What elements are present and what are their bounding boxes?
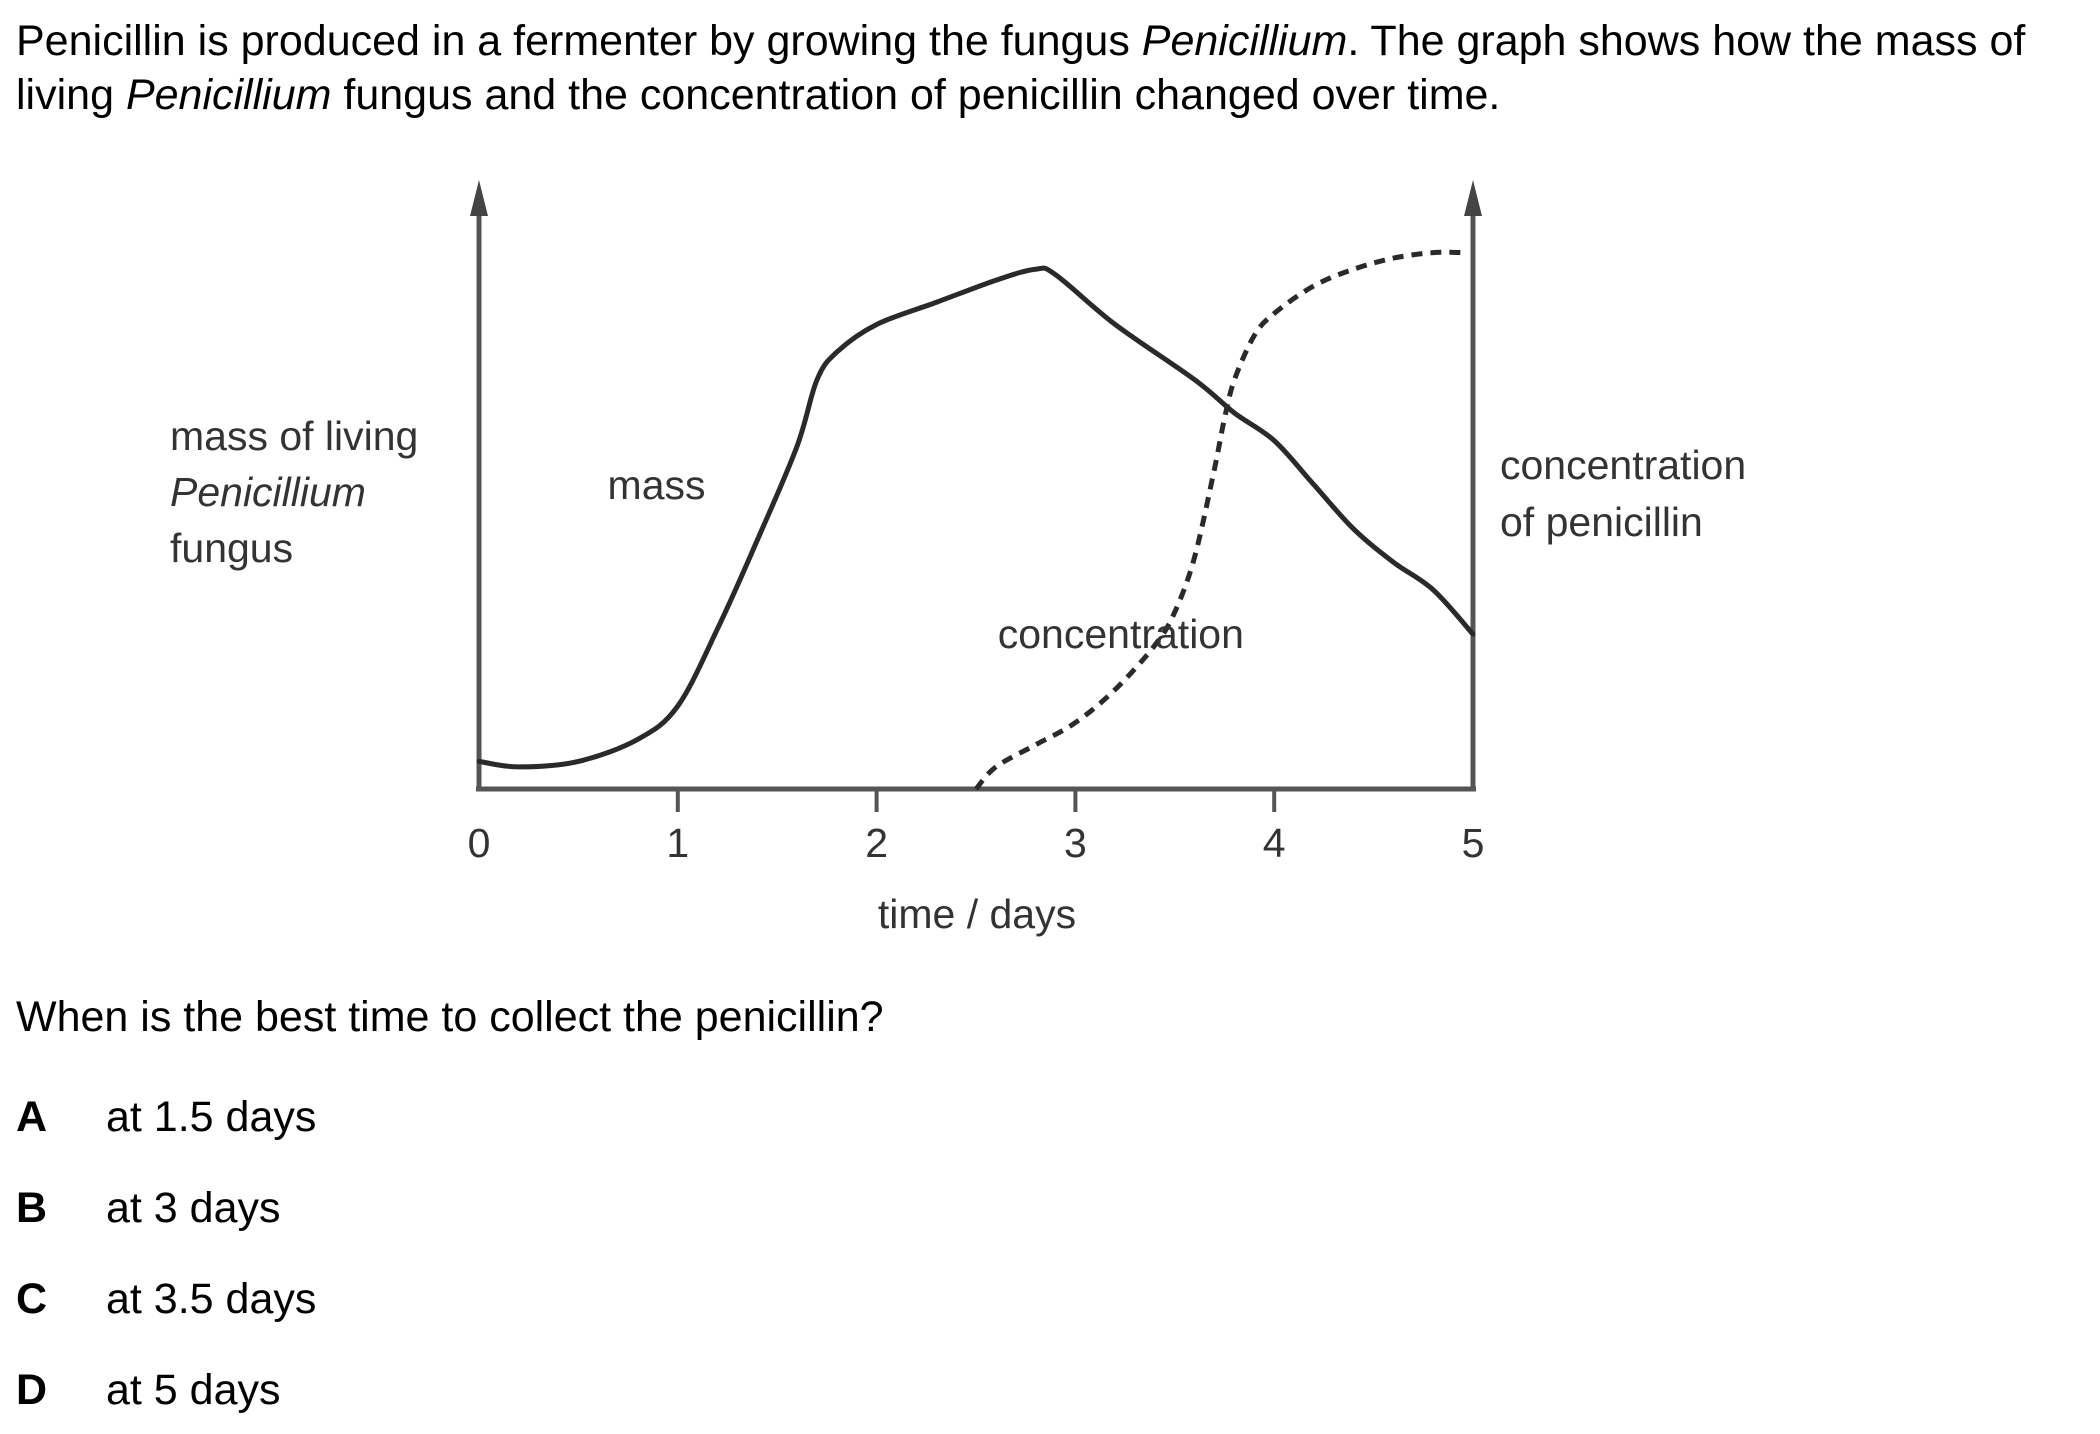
- left-y-axis-label-line-2: Penicillium: [170, 469, 366, 515]
- intro-part-3: fungus and the concentration of penicill…: [331, 71, 1501, 119]
- penicillin-graph: mass of living Penicillium fungus concen…: [170, 180, 1746, 937]
- left-y-axis-label-line-3: fungus: [170, 525, 293, 571]
- x-tick-label-2: 2: [865, 820, 888, 866]
- intro-part-2: . The graph shows how the mass of living: [16, 17, 2026, 119]
- left-y-axis-arrow: [470, 180, 488, 216]
- right-y-axis-label-line-2: of penicillin: [1500, 499, 1703, 545]
- option-b-text: at 3 days: [106, 1184, 281, 1232]
- option-d-text: at 5 days: [106, 1366, 281, 1414]
- concentration-series-line: [974, 249, 1464, 791]
- intro-part-1: Penicillin is produced in a fermenter by…: [16, 17, 1142, 65]
- option-c-letter: C: [16, 1275, 48, 1323]
- mass-series-label: mass: [608, 462, 706, 508]
- mass-series-line: [476, 265, 1476, 770]
- x-axis-label: time / days: [878, 891, 1076, 937]
- option-a-letter: A: [16, 1093, 48, 1141]
- intro-text: Penicillin is produced in a fermenter by…: [16, 14, 2076, 122]
- x-tick-label-3: 3: [1064, 820, 1087, 866]
- x-tick-label-5: 5: [1462, 820, 1485, 866]
- question-text: When is the best time to collect the pen…: [16, 993, 884, 1041]
- x-axis-ticks: 0 1 2 3 4 5: [468, 789, 1485, 866]
- x-tick-label-4: 4: [1263, 820, 1286, 866]
- left-y-axis-label-line-1: mass of living: [170, 413, 418, 459]
- x-tick-label-1: 1: [666, 820, 689, 866]
- x-tick-label-0: 0: [468, 820, 491, 866]
- option-c-text: at 3.5 days: [106, 1275, 317, 1323]
- option-b-letter: B: [16, 1184, 48, 1232]
- right-y-axis-label-line-1: concentration: [1500, 442, 1746, 488]
- right-y-axis-arrow: [1464, 180, 1482, 216]
- intro-fungus-name-2: Penicillium: [125, 71, 332, 119]
- option-a-text: at 1.5 days: [106, 1093, 317, 1141]
- option-d-letter: D: [16, 1366, 48, 1414]
- concentration-series-label: concentration: [998, 611, 1244, 657]
- intro-fungus-name-1: Penicillium: [1141, 17, 1348, 65]
